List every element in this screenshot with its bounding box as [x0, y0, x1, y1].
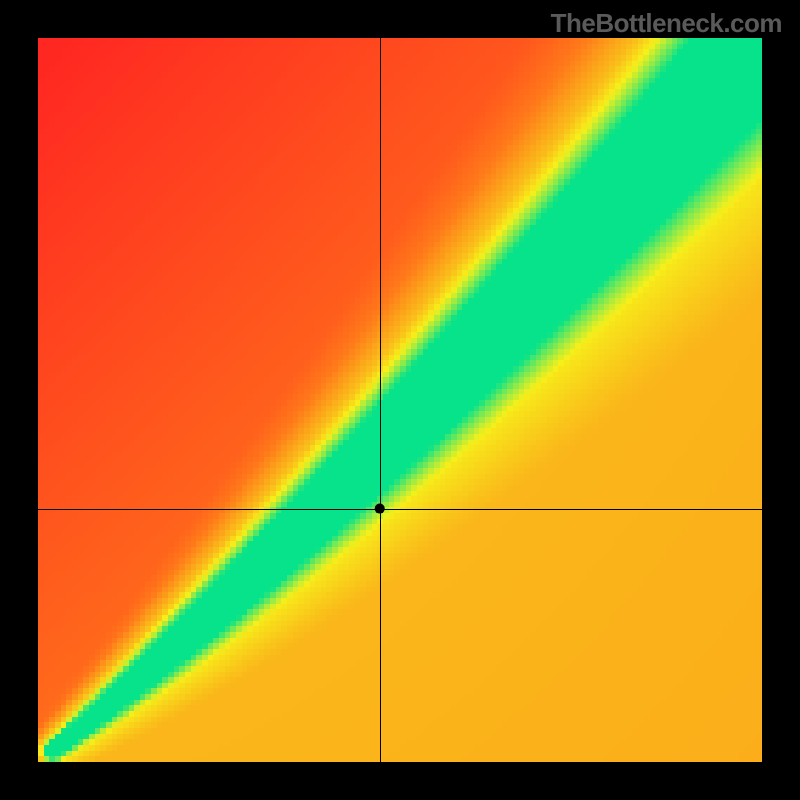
chart-container: TheBottleneck.com — [0, 0, 800, 800]
bottleneck-heatmap — [0, 0, 800, 800]
watermark-text: TheBottleneck.com — [551, 8, 782, 39]
